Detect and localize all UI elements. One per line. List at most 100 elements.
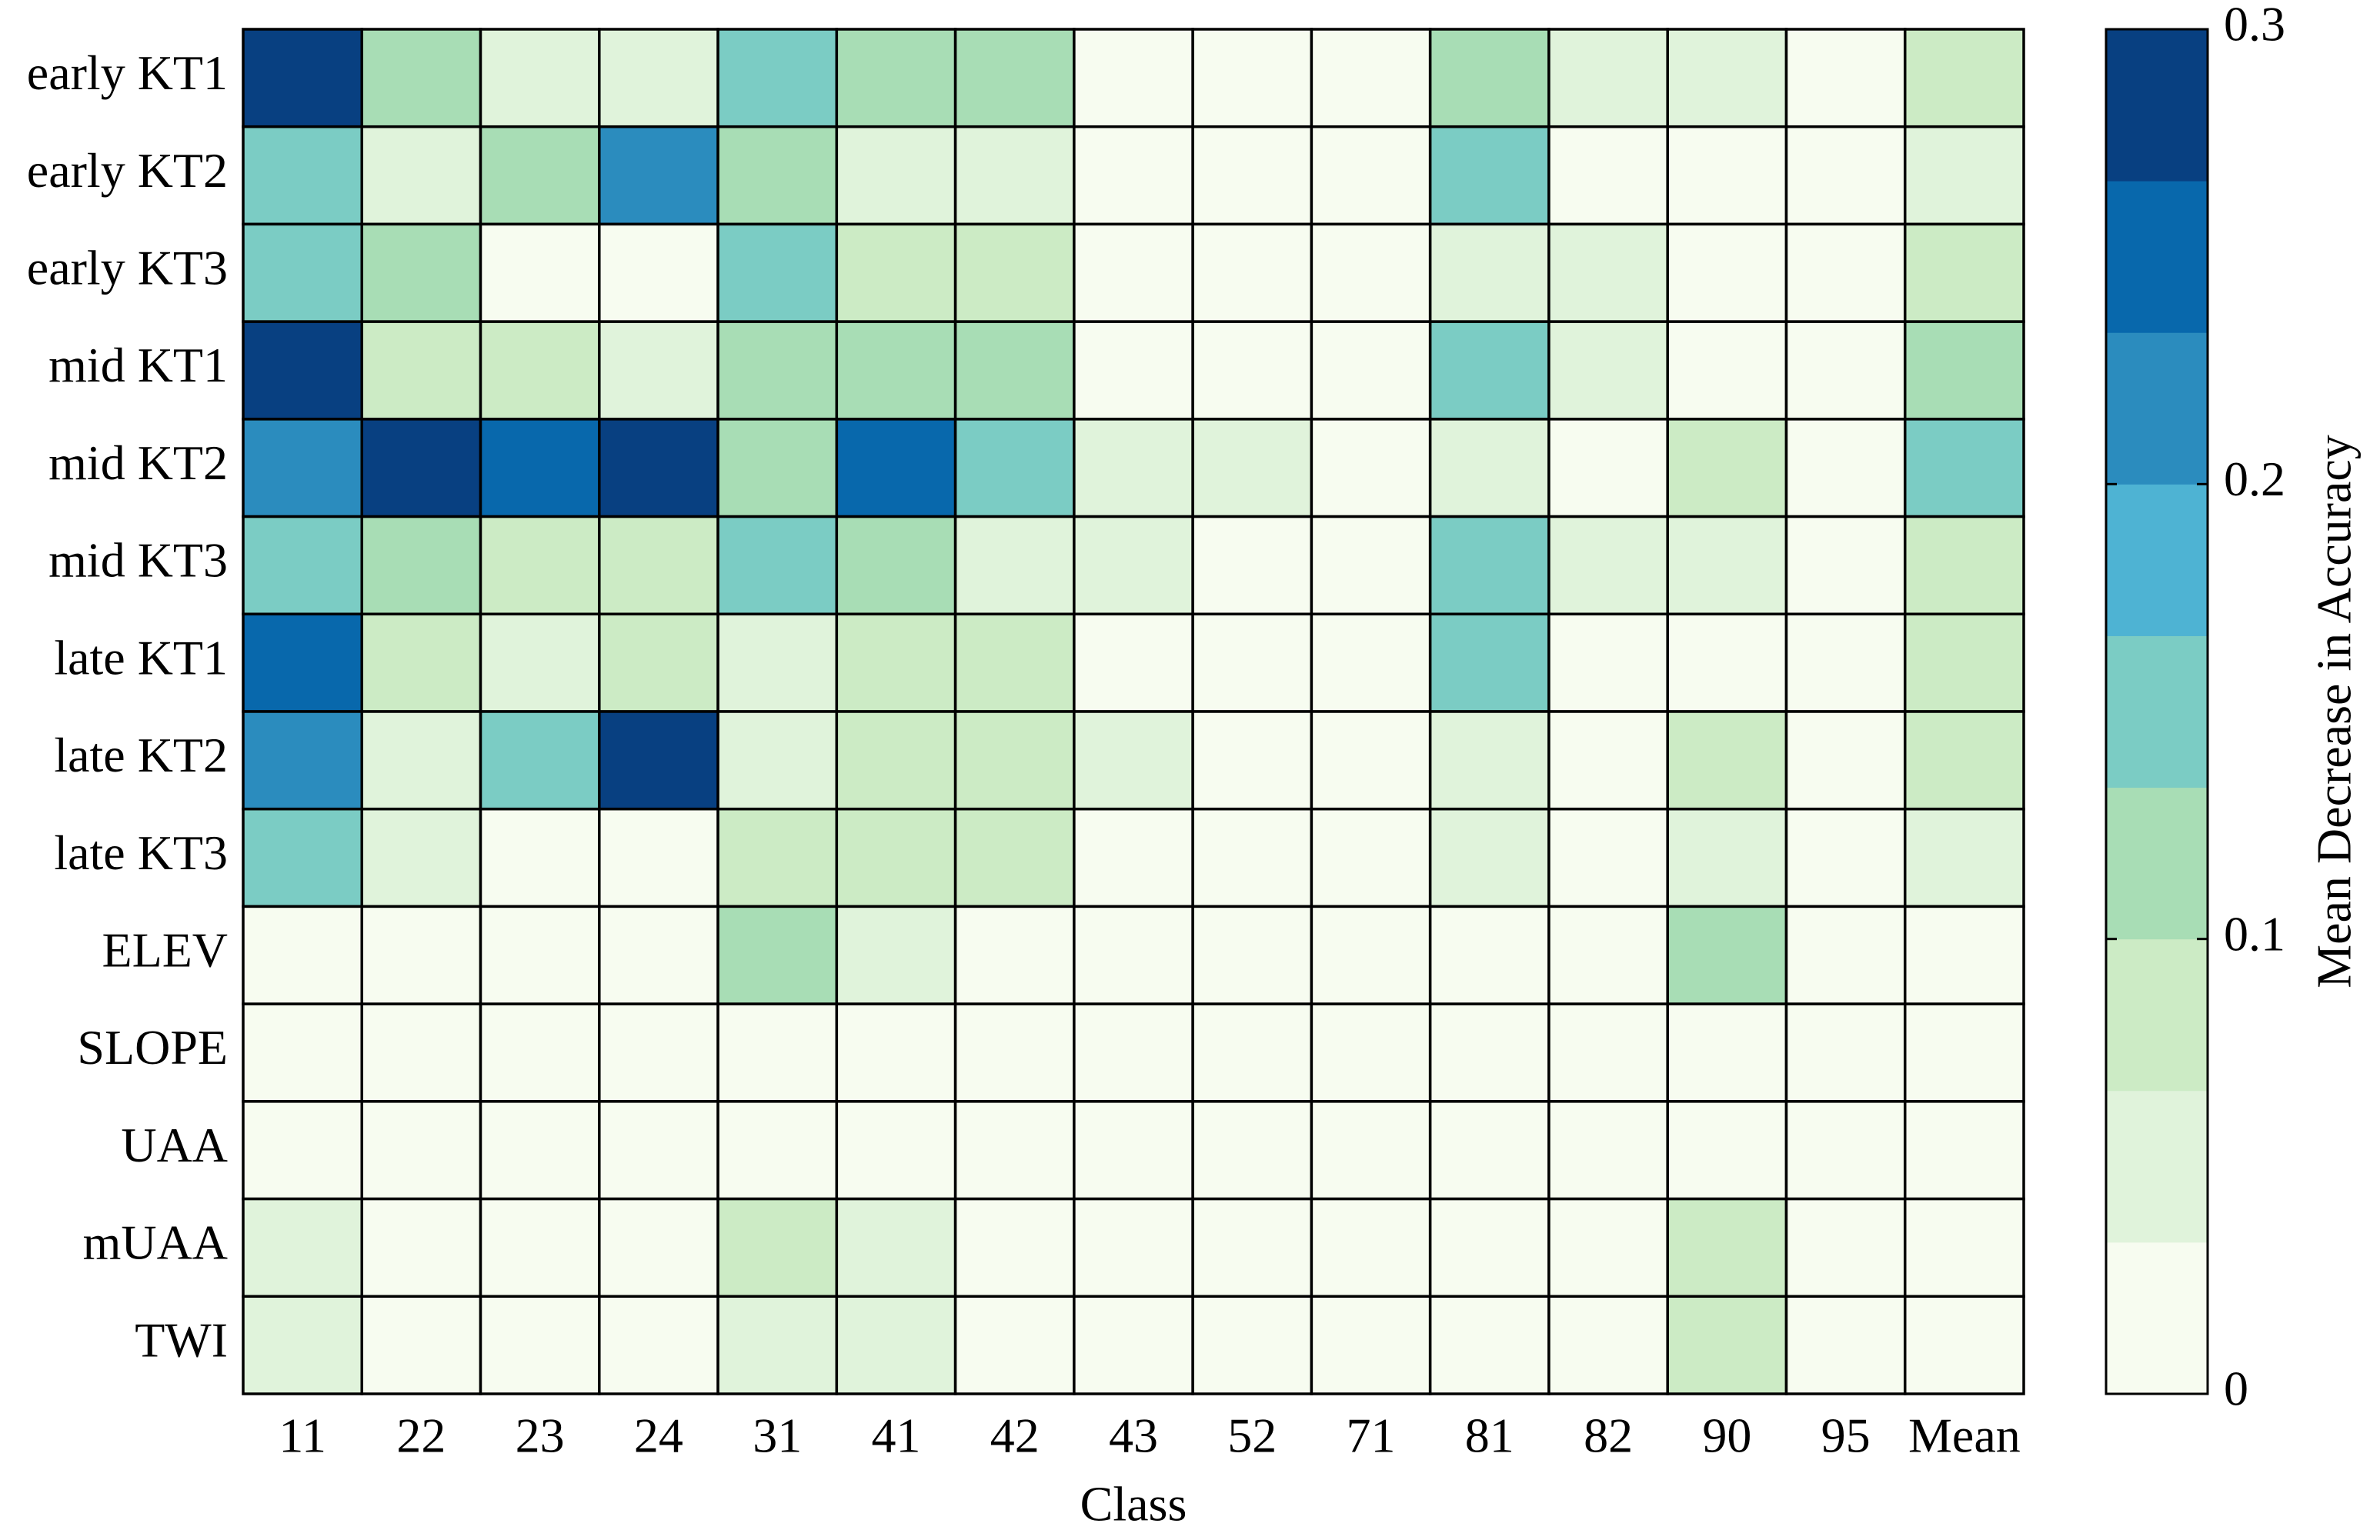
heatmap-cell <box>360 125 482 226</box>
heatmap-cell <box>716 710 839 811</box>
colorbar-segment <box>2106 484 2208 636</box>
heatmap-cell <box>598 612 719 713</box>
heatmap-cell <box>1191 710 1314 811</box>
x-tick-label: 52 <box>1227 1408 1277 1463</box>
y-tick-label: mid KT3 <box>48 533 228 588</box>
x-tick-label: 42 <box>990 1408 1040 1463</box>
heatmap-cell <box>716 905 839 1005</box>
heatmap-cell <box>1784 1002 1907 1103</box>
heatmap-cell <box>716 612 839 713</box>
heatmap-cell <box>716 1295 839 1395</box>
heatmap-cell <box>360 1100 482 1201</box>
heatmap-cell <box>835 320 957 421</box>
heatmap-cell <box>1310 418 1432 518</box>
heatmap-cell <box>1547 125 1669 226</box>
heatmap-cell <box>1428 1197 1551 1298</box>
y-tick-label: TWI <box>135 1312 228 1367</box>
x-tick-label: 81 <box>1465 1408 1514 1463</box>
heatmap-cell <box>479 28 601 128</box>
y-tick-label: UAA <box>121 1118 228 1172</box>
heatmap-cell <box>835 125 957 226</box>
heatmap-cell <box>1903 125 2025 226</box>
heatmap-cell <box>1547 222 1669 323</box>
heatmap-cell <box>479 1295 601 1395</box>
heatmap-cell <box>1428 710 1551 811</box>
heatmap-cell <box>1666 125 1788 226</box>
heatmap-cell <box>835 222 957 323</box>
heatmap-cell <box>1310 710 1432 811</box>
colorbar-tick-label: 0.3 <box>2224 0 2285 52</box>
colorbar-segment <box>2106 181 2208 333</box>
heatmap-cell <box>835 710 957 811</box>
heatmap-cell <box>835 1100 957 1201</box>
heatmap-cell <box>716 1002 839 1103</box>
heatmap-cell <box>242 28 364 128</box>
heatmap-cell <box>242 1100 364 1201</box>
heatmap-cell <box>242 807 364 908</box>
heatmap-cell <box>1666 1295 1788 1395</box>
heatmap-cell <box>1547 807 1669 908</box>
heatmap-cell <box>1310 1002 1432 1103</box>
heatmap-cell <box>1666 1197 1788 1298</box>
heatmap-cell <box>1073 1197 1194 1298</box>
heatmap-cell <box>360 905 482 1005</box>
heatmap-cell <box>242 125 364 226</box>
heatmap-cell <box>479 222 601 323</box>
heatmap-cell <box>716 222 839 323</box>
x-tick-label: 31 <box>753 1408 802 1463</box>
heatmap-cell <box>835 1002 957 1103</box>
heatmap-cell <box>1191 418 1314 518</box>
colorbar-tick-label: 0 <box>2224 1362 2248 1416</box>
heatmap-cell <box>1191 222 1314 323</box>
heatmap-cell <box>1547 1100 1669 1201</box>
heatmap-cell <box>716 418 839 518</box>
heatmap-cell <box>479 418 601 518</box>
heatmap-cell <box>1428 807 1551 908</box>
heatmap-cell <box>1428 418 1551 518</box>
heatmap-cell <box>1666 710 1788 811</box>
heatmap-cell <box>953 125 1076 226</box>
heatmap-cell <box>1191 905 1314 1005</box>
y-tick-label: ELEV <box>102 922 229 977</box>
heatmap-cell <box>479 320 601 421</box>
heatmap-cell <box>1547 320 1669 421</box>
heatmap-cell <box>1784 515 1907 616</box>
heatmap-cell <box>1191 28 1314 128</box>
heatmap-cell <box>1903 222 2025 323</box>
heatmap-cell <box>1191 1100 1314 1201</box>
heatmap-cell <box>1310 905 1432 1005</box>
heatmap-cell <box>953 320 1076 421</box>
x-tick-label: 82 <box>1584 1408 1633 1463</box>
heatmap-cell <box>598 320 719 421</box>
heatmap-cell <box>1428 320 1551 421</box>
heatmap-cell <box>953 1002 1076 1103</box>
heatmap-cell <box>1191 1002 1314 1103</box>
heatmap-cell <box>835 1295 957 1395</box>
heatmap-cell <box>1784 222 1907 323</box>
colorbar-tick-label: 0.2 <box>2224 452 2285 506</box>
heatmap-cell <box>1784 418 1907 518</box>
heatmap-cell <box>953 222 1076 323</box>
heatmap-cell <box>1191 515 1314 616</box>
heatmap-cell <box>1547 1295 1669 1395</box>
heatmap-cell <box>1903 1197 2025 1298</box>
heatmap-cell <box>835 1197 957 1298</box>
colorbar-frame <box>2105 28 2209 1395</box>
heatmap-cell <box>242 710 364 811</box>
heatmap-cell <box>360 1295 482 1395</box>
heatmap-cell <box>598 1002 719 1103</box>
heatmap-cell <box>716 28 839 128</box>
heatmap-cell <box>479 807 601 908</box>
heatmap-cell <box>1073 418 1194 518</box>
heatmap-cell <box>1903 1002 2025 1103</box>
heatmap-cell <box>1903 515 2025 616</box>
heatmap-cell <box>1073 905 1194 1005</box>
heatmap-cell <box>1428 905 1551 1005</box>
heatmap-cell <box>242 320 364 421</box>
y-tick-label: late KT1 <box>54 630 228 685</box>
heatmap-cell <box>598 905 719 1005</box>
colorbar-segment <box>2106 1090 2208 1243</box>
heatmap-cell <box>953 905 1076 1005</box>
heatmap-cell <box>953 1100 1076 1201</box>
